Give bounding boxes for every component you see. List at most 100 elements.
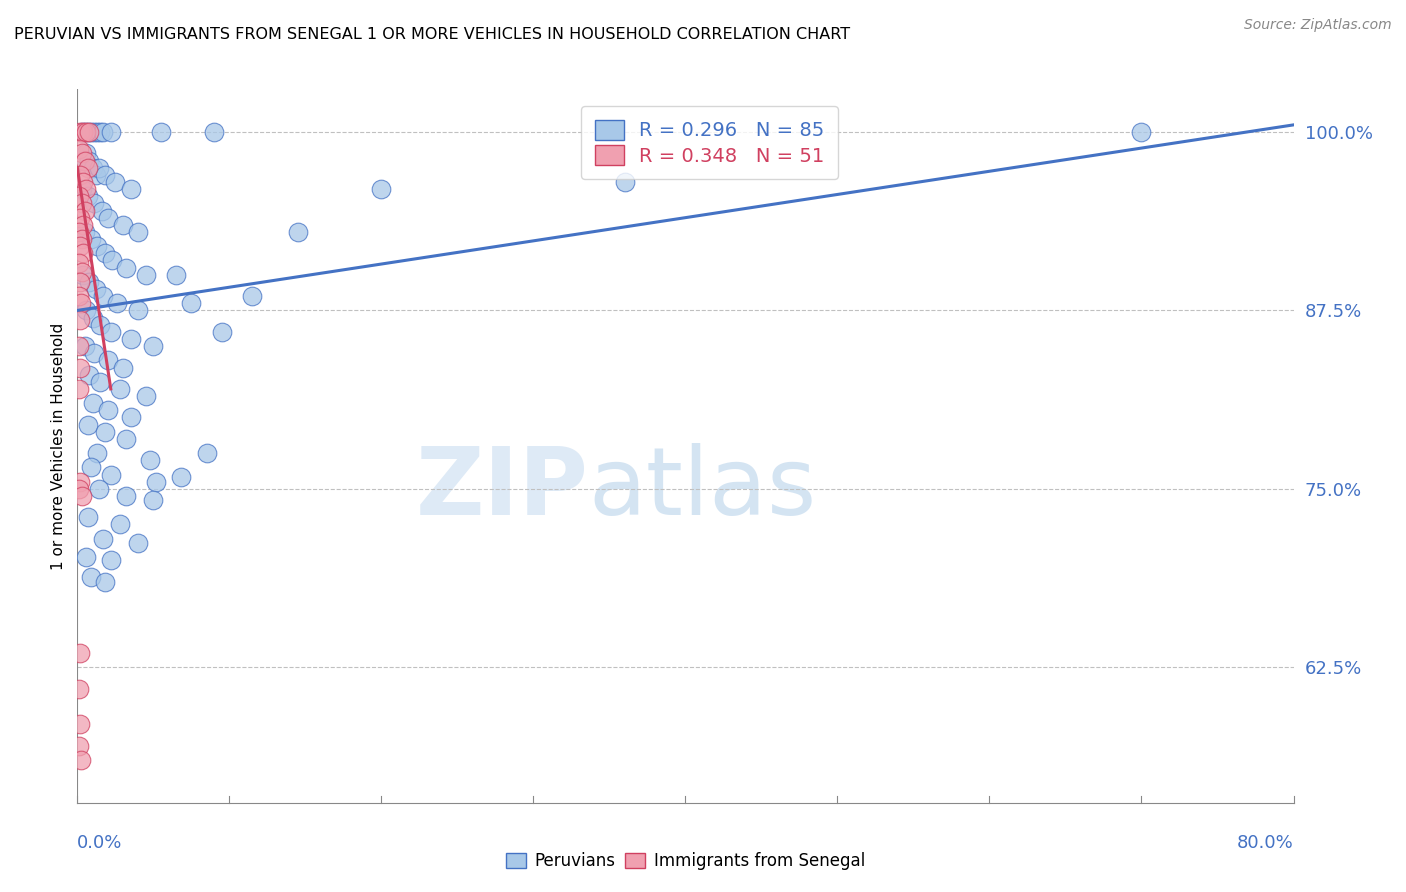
Point — [72, 125, 94, 139]
Point — [115, 489, 138, 503]
Point — [93, 425, 115, 439]
Point — [115, 260, 138, 275]
Point — [84, 168, 107, 182]
Point — [613, 175, 636, 189]
Point — [111, 218, 134, 232]
Point — [69, 211, 91, 225]
Point — [80, 460, 103, 475]
Point — [120, 182, 142, 196]
Point — [91, 125, 114, 139]
Point — [101, 253, 124, 268]
Point — [100, 325, 122, 339]
Point — [77, 189, 100, 203]
Point — [100, 125, 122, 139]
Point — [79, 153, 101, 168]
Point — [70, 182, 93, 196]
Point — [73, 153, 96, 168]
Point — [145, 475, 167, 489]
Y-axis label: 1 or more Vehicles in Household: 1 or more Vehicles in Household — [51, 322, 66, 570]
Point — [67, 382, 90, 396]
Point — [75, 550, 97, 565]
Point — [80, 125, 103, 139]
Point — [72, 246, 94, 260]
Point — [97, 353, 120, 368]
Point — [80, 232, 103, 246]
Point — [89, 318, 111, 332]
Point — [1130, 125, 1153, 139]
Text: ZIP: ZIP — [415, 442, 588, 535]
Point — [100, 553, 122, 567]
Point — [69, 168, 91, 182]
Point — [86, 446, 108, 460]
Point — [70, 753, 93, 767]
Point — [91, 289, 114, 303]
Point — [135, 389, 157, 403]
Point — [67, 256, 90, 270]
Point — [202, 125, 225, 139]
Point — [93, 246, 115, 260]
Point — [90, 203, 112, 218]
Point — [180, 296, 202, 310]
Text: 0.0%: 0.0% — [77, 834, 122, 852]
Point — [77, 125, 100, 139]
Point — [70, 146, 93, 161]
Point — [87, 482, 110, 496]
Point — [170, 470, 193, 484]
Point — [69, 313, 91, 327]
Point — [67, 189, 90, 203]
Point — [127, 303, 149, 318]
Point — [115, 432, 138, 446]
Point — [240, 289, 263, 303]
Point — [67, 681, 90, 696]
Point — [69, 125, 91, 139]
Point — [77, 125, 100, 139]
Point — [73, 125, 96, 139]
Point — [67, 339, 90, 353]
Point — [70, 125, 93, 139]
Point — [69, 275, 91, 289]
Point — [127, 225, 149, 239]
Legend: Peruvians, Immigrants from Senegal: Peruvians, Immigrants from Senegal — [499, 846, 872, 877]
Point — [72, 153, 94, 168]
Point — [77, 417, 100, 432]
Point — [69, 475, 91, 489]
Point — [83, 346, 105, 360]
Point — [82, 396, 104, 410]
Point — [142, 493, 165, 508]
Point — [70, 296, 93, 310]
Point — [89, 375, 111, 389]
Point — [69, 646, 91, 660]
Point — [111, 360, 134, 375]
Point — [97, 403, 120, 417]
Point — [108, 517, 131, 532]
Point — [120, 410, 142, 425]
Point — [97, 211, 120, 225]
Point — [73, 225, 96, 239]
Point — [67, 142, 90, 156]
Point — [195, 446, 218, 460]
Point — [67, 225, 90, 239]
Point — [75, 125, 97, 139]
Point — [67, 289, 90, 303]
Point — [83, 196, 105, 211]
Point — [165, 268, 187, 282]
Point — [77, 161, 100, 175]
Point — [135, 268, 157, 282]
Point — [73, 339, 96, 353]
Point — [67, 482, 90, 496]
Point — [287, 225, 309, 239]
Point — [211, 325, 233, 339]
Point — [93, 574, 115, 589]
Text: PERUVIAN VS IMMIGRANTS FROM SENEGAL 1 OR MORE VEHICLES IN HOUSEHOLD CORRELATION : PERUVIAN VS IMMIGRANTS FROM SENEGAL 1 OR… — [14, 27, 851, 42]
Point — [69, 717, 91, 731]
Point — [72, 175, 94, 189]
Point — [142, 339, 165, 353]
Point — [104, 175, 127, 189]
Point — [82, 161, 104, 175]
Text: atlas: atlas — [588, 442, 817, 535]
Point — [149, 125, 172, 139]
Point — [127, 536, 149, 550]
Point — [120, 332, 142, 346]
Point — [100, 467, 122, 482]
Point — [79, 275, 101, 289]
